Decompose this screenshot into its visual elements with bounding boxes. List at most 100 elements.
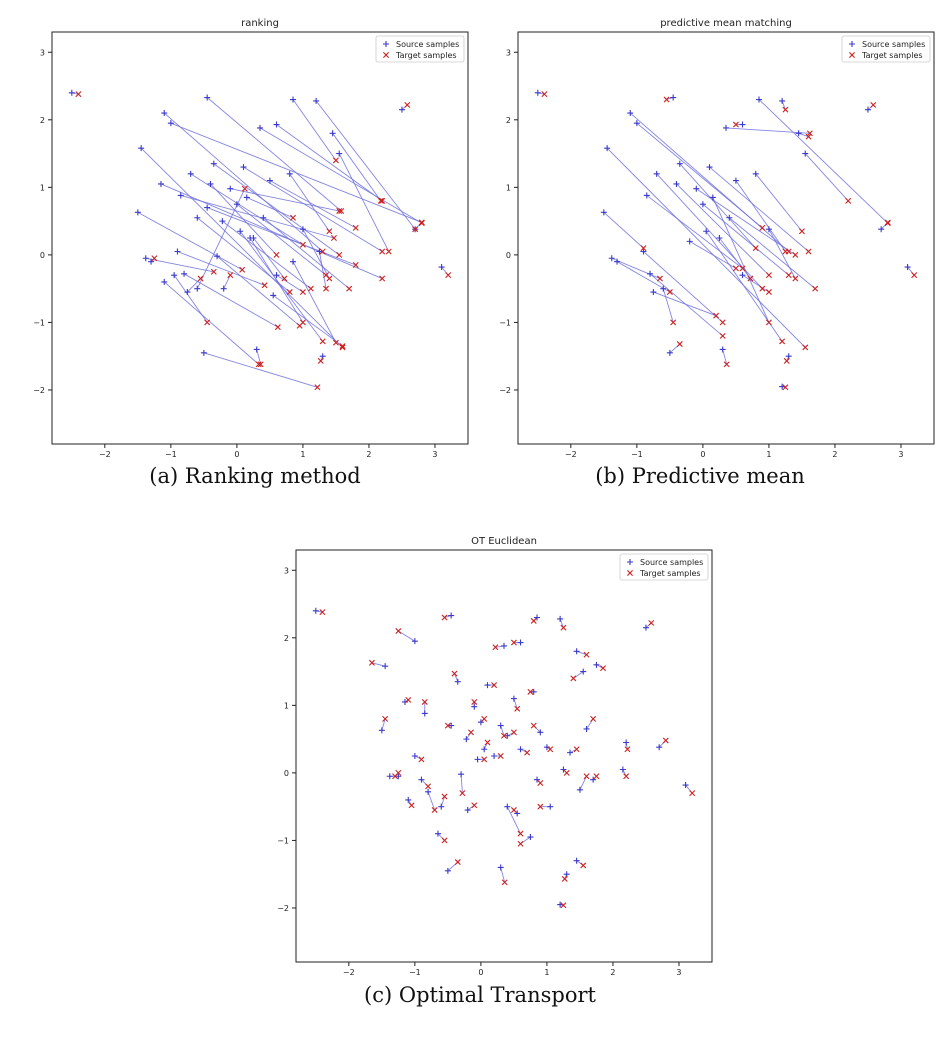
coupling-line xyxy=(272,295,343,347)
x-tick-label: 3 xyxy=(432,450,437,459)
source-point xyxy=(477,719,484,726)
source-point xyxy=(312,607,319,614)
source-point xyxy=(703,228,710,235)
coupling-line xyxy=(781,100,786,110)
coupling-line xyxy=(137,211,243,271)
target-point xyxy=(319,248,326,255)
target-point xyxy=(425,783,432,790)
source-point xyxy=(233,201,240,208)
caption-predictive-mean: (b) Predictive mean xyxy=(595,464,805,488)
source-point xyxy=(716,235,723,241)
source-point xyxy=(537,729,544,736)
target-point xyxy=(405,696,412,703)
target-point xyxy=(151,255,158,262)
coupling-line xyxy=(302,229,330,279)
source-point xyxy=(438,264,445,271)
source-point xyxy=(167,120,174,127)
y-tick-label: 2 xyxy=(506,116,511,125)
coupling-line xyxy=(263,217,350,290)
legend-target-label: Target samples xyxy=(861,51,923,60)
target-point xyxy=(563,769,570,776)
target-point xyxy=(210,268,217,275)
source-point xyxy=(604,145,611,152)
source-point xyxy=(590,776,597,783)
coupling-line xyxy=(206,97,342,212)
coupling-line xyxy=(755,173,803,232)
coupling-line xyxy=(500,725,505,736)
legend-target-marker xyxy=(627,570,633,576)
coupling-line xyxy=(190,173,304,246)
source-point xyxy=(627,110,634,117)
target-point xyxy=(484,739,491,746)
source-point xyxy=(709,194,716,201)
x-tick-label: 1 xyxy=(766,450,771,459)
coupling-line xyxy=(253,237,285,279)
target-point xyxy=(261,282,268,289)
target-point xyxy=(379,275,386,282)
coupling-line xyxy=(768,229,796,279)
source-point xyxy=(405,796,412,803)
target-point xyxy=(732,265,739,272)
coupling-line xyxy=(689,240,737,269)
source-point xyxy=(676,160,683,167)
plot-frame xyxy=(517,31,935,445)
coupling-line xyxy=(676,183,770,276)
source-point xyxy=(682,782,689,789)
coupling-line xyxy=(289,173,330,232)
target-point xyxy=(255,361,262,368)
source-point xyxy=(290,258,297,265)
target-point xyxy=(530,617,537,624)
source-point xyxy=(660,285,667,292)
target-point xyxy=(719,319,726,326)
source-point xyxy=(240,164,247,171)
source-point xyxy=(227,185,234,192)
target-point xyxy=(747,275,754,282)
source-point xyxy=(642,624,649,631)
target-point xyxy=(286,289,293,296)
source-point xyxy=(693,185,700,192)
target-point xyxy=(418,219,425,226)
source-point xyxy=(68,89,75,96)
source-point xyxy=(517,746,524,753)
source-point xyxy=(425,788,432,795)
source-point xyxy=(313,97,320,104)
target-point xyxy=(323,285,330,292)
chart-title: ranking xyxy=(241,18,279,29)
target-point xyxy=(501,732,507,739)
source-point xyxy=(795,130,802,137)
source-point xyxy=(497,864,504,871)
legend-source-label: Source samples xyxy=(640,558,703,567)
source-point xyxy=(148,258,155,265)
target-point xyxy=(792,251,799,258)
coupling-line xyxy=(702,203,790,276)
coupling-line xyxy=(269,180,356,229)
source-point xyxy=(220,285,227,292)
coupling-line xyxy=(332,133,382,202)
target-point xyxy=(431,807,438,814)
x-tick-label: 0 xyxy=(700,450,705,459)
target-point xyxy=(377,197,384,204)
target-point xyxy=(326,275,333,282)
target-point xyxy=(471,698,478,705)
source-point xyxy=(378,727,385,734)
source-point xyxy=(633,120,640,127)
coupling-line xyxy=(236,203,327,276)
target-point xyxy=(732,121,739,128)
source-point xyxy=(752,170,759,177)
target-point xyxy=(319,609,326,616)
target-point xyxy=(497,753,504,759)
target-point xyxy=(600,665,607,672)
source-point xyxy=(732,177,739,184)
target-point xyxy=(412,226,419,233)
target-point xyxy=(805,133,812,140)
y-tick-label: 3 xyxy=(506,48,511,57)
target-point xyxy=(379,197,386,204)
source-point xyxy=(398,106,405,113)
caption-ot-euclidean: (c) Optimal Transport xyxy=(364,983,596,1007)
target-point xyxy=(339,344,346,351)
target-point xyxy=(723,361,730,368)
target-point xyxy=(670,319,677,326)
target-point xyxy=(395,769,402,776)
target-point xyxy=(759,285,766,292)
target-point xyxy=(662,737,669,744)
